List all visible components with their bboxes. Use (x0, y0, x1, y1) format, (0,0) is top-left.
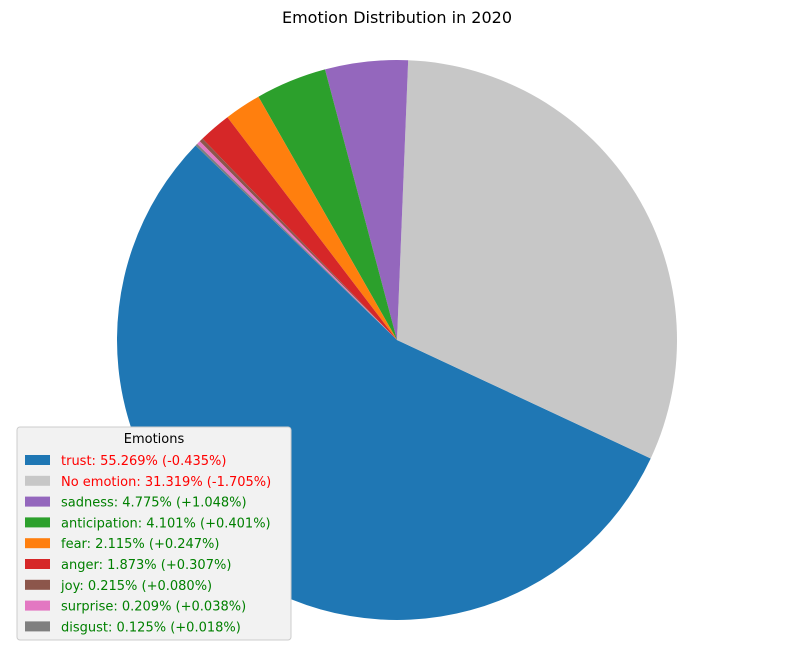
legend-label-fear: fear: 2.115% (+0.247%) (61, 537, 219, 552)
legend: Emotions trust: 55.269% (-0.435%) No emot… (16, 426, 292, 641)
legend-swatch-sadness (25, 496, 50, 507)
pie-slice-anticipation (258, 69, 397, 341)
pie-slice-joy (199, 138, 397, 340)
legend-swatch-anticipation (25, 517, 50, 528)
legend-label-anticipation: anticipation: 4.101% (+0.401%) (61, 516, 271, 531)
pie-slice-disgust (195, 143, 397, 340)
legend-title: Emotions (124, 432, 185, 447)
legend-label-anger: anger: 1.873% (+0.307%) (61, 558, 231, 573)
legend-swatch-trust (25, 455, 50, 465)
legend-label-sadness: sadness: 4.775% (+1.048%) (61, 496, 247, 511)
legend-box (16, 426, 292, 641)
legend-label-joy: joy: 0.215% (+0.080%) (60, 579, 212, 594)
pie-slice-anger (202, 117, 397, 341)
legend-label-no-emotion: No emotion: 31.319% (-1.705%) (61, 475, 271, 490)
pie-slice-fear (227, 96, 397, 340)
legend-label-surprise: surprise: 0.209% (+0.038%) (61, 600, 246, 615)
chart-title: Emotion Distribution in 2020 (282, 8, 512, 27)
legend-swatch-surprise (25, 600, 50, 611)
pie-slice-sadness (324, 59, 409, 340)
legend-label-disgust: disgust: 0.125% (+0.018%) (61, 620, 241, 635)
legend-swatch-no-emotion (25, 475, 50, 486)
pie-slice-surprise (197, 141, 397, 340)
legend-swatch-disgust (25, 621, 50, 632)
legend-label-trust: trust: 55.269% (-0.435%) (61, 454, 226, 469)
legend-items: trust: 55.269% (-0.435%) No emotion: 31.3… (25, 454, 271, 635)
pie-slice-no-emotion (397, 60, 678, 459)
legend-swatch-anger (25, 559, 50, 569)
legend-swatch-joy (25, 579, 50, 590)
legend-swatch-fear (25, 538, 50, 549)
